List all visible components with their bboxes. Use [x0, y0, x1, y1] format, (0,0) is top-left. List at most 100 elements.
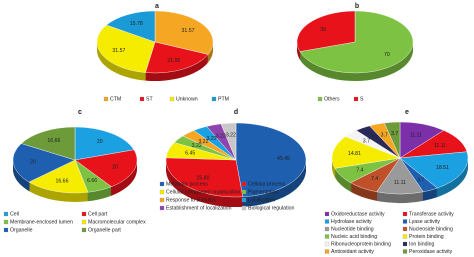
legend-swatch [81, 211, 87, 217]
pie-slice [12, 143, 76, 183]
pie [96, 10, 214, 81]
data-label: 21.05 [167, 58, 180, 64]
legend-label: Nucleoside binding [409, 226, 453, 232]
pie-slice [399, 151, 469, 189]
legend-swatch [402, 226, 408, 232]
data-label: 11.11 [410, 132, 422, 138]
data-label: 3.22 [192, 143, 202, 149]
legend-swatch [159, 197, 165, 203]
pie-slice [96, 24, 156, 73]
chart-title: d [234, 109, 238, 116]
data-label: 3.22 [226, 132, 236, 138]
legend-swatch [241, 189, 247, 195]
data-label: 11.11 [434, 143, 446, 149]
pie-slice [331, 136, 401, 169]
legend-label: Nucleotide binding [331, 226, 374, 232]
legend-label: Establishment of localization [166, 205, 232, 211]
pie-slice [74, 149, 138, 187]
legend-label: Ribonucleoprotein binding [331, 241, 391, 247]
legend-swatch [3, 211, 9, 217]
legend-label: Membrane-enclosed lumen [10, 219, 73, 225]
data-label: 6.45 [185, 151, 195, 157]
data-label: 16.66 [47, 138, 60, 144]
legend-swatch [169, 96, 175, 102]
pie-slice [154, 10, 214, 55]
legend-label: Biological regulation [248, 205, 295, 211]
legend-label: Cell part [88, 211, 108, 217]
legend-label: Protein binding [409, 234, 444, 240]
legend-label: Cellular component organization [166, 189, 241, 195]
legend-swatch [241, 197, 247, 203]
legend-swatch [159, 205, 165, 211]
chart-title: e [405, 109, 409, 116]
legend-label: Ion binding [409, 241, 434, 247]
data-label: 3.7 [381, 132, 388, 138]
legend-label: Nucleic acid binding [331, 234, 377, 240]
legend-swatch [402, 219, 408, 224]
pie-slice [74, 126, 135, 161]
data-label: 3.7 [371, 135, 378, 141]
legend-swatch [324, 234, 330, 239]
pie-slice [235, 122, 307, 198]
data-label: 70 [384, 52, 390, 58]
pie [296, 10, 414, 82]
data-label: 3.7 [363, 139, 370, 145]
chart-title: c [78, 109, 82, 116]
legend-swatch [81, 227, 87, 233]
legend-label: Cell [10, 211, 19, 217]
legend-label: Oxidoreductase activity [331, 211, 385, 217]
legend-swatch [159, 189, 165, 195]
pie-slice [299, 10, 414, 74]
legend-swatch [402, 241, 408, 247]
pie-slice [384, 121, 401, 159]
legend-label: S [360, 96, 364, 102]
legend-swatch [317, 96, 323, 102]
legend-label: Cellular process [248, 181, 286, 187]
legend-label: Organelle part [88, 227, 121, 233]
data-label: 20 [30, 160, 36, 166]
data-label: 31.57 [182, 28, 195, 34]
data-label: 3.7 [391, 131, 398, 137]
pie [165, 122, 307, 207]
legend-swatch [402, 249, 408, 254]
data-label: 3.22 [198, 139, 208, 145]
data-label: 14.81 [348, 151, 361, 157]
data-label: 20 [97, 139, 103, 145]
legend-label: Response to stimulus [166, 197, 216, 203]
legend-swatch [103, 96, 109, 102]
data-label: 6.66 [87, 178, 97, 184]
data-label: 15.78 [130, 21, 143, 27]
data-label: 16.66 [55, 179, 68, 185]
pie-slice [145, 41, 209, 74]
data-label: 20 [112, 164, 118, 170]
pie-slice [220, 122, 237, 161]
legend-swatch [324, 249, 330, 254]
legend-swatch [353, 96, 359, 102]
legend-label: CTM [110, 96, 121, 102]
data-label: 18.51 [436, 165, 449, 171]
pie-slice [28, 159, 89, 194]
pie [331, 121, 469, 203]
legend-swatch [3, 227, 9, 233]
legend-label: Peroxidase activity [409, 249, 453, 255]
legend-label: Others [324, 96, 340, 102]
legend-swatch [241, 181, 247, 187]
data-label: 7.4 [371, 176, 378, 182]
pie-slice [106, 10, 156, 43]
legend-swatch [241, 205, 247, 211]
legend-swatch [324, 219, 330, 224]
legend-swatch [3, 219, 9, 225]
legend-label: Antioxidant activity [331, 249, 374, 255]
data-label: 3.22 [207, 136, 217, 142]
legend-swatch [81, 219, 87, 225]
legend-label: ST [146, 96, 153, 102]
legend-label: Organelle [10, 227, 33, 233]
data-label: 3.7 [417, 177, 424, 183]
legend-label: Pigmentation [248, 189, 278, 195]
pie-slice [296, 10, 356, 52]
legend-swatch [324, 241, 330, 247]
legend-label: Hydrolase activity [331, 219, 372, 225]
legend-swatch [324, 211, 330, 217]
legend-swatch [139, 96, 145, 102]
